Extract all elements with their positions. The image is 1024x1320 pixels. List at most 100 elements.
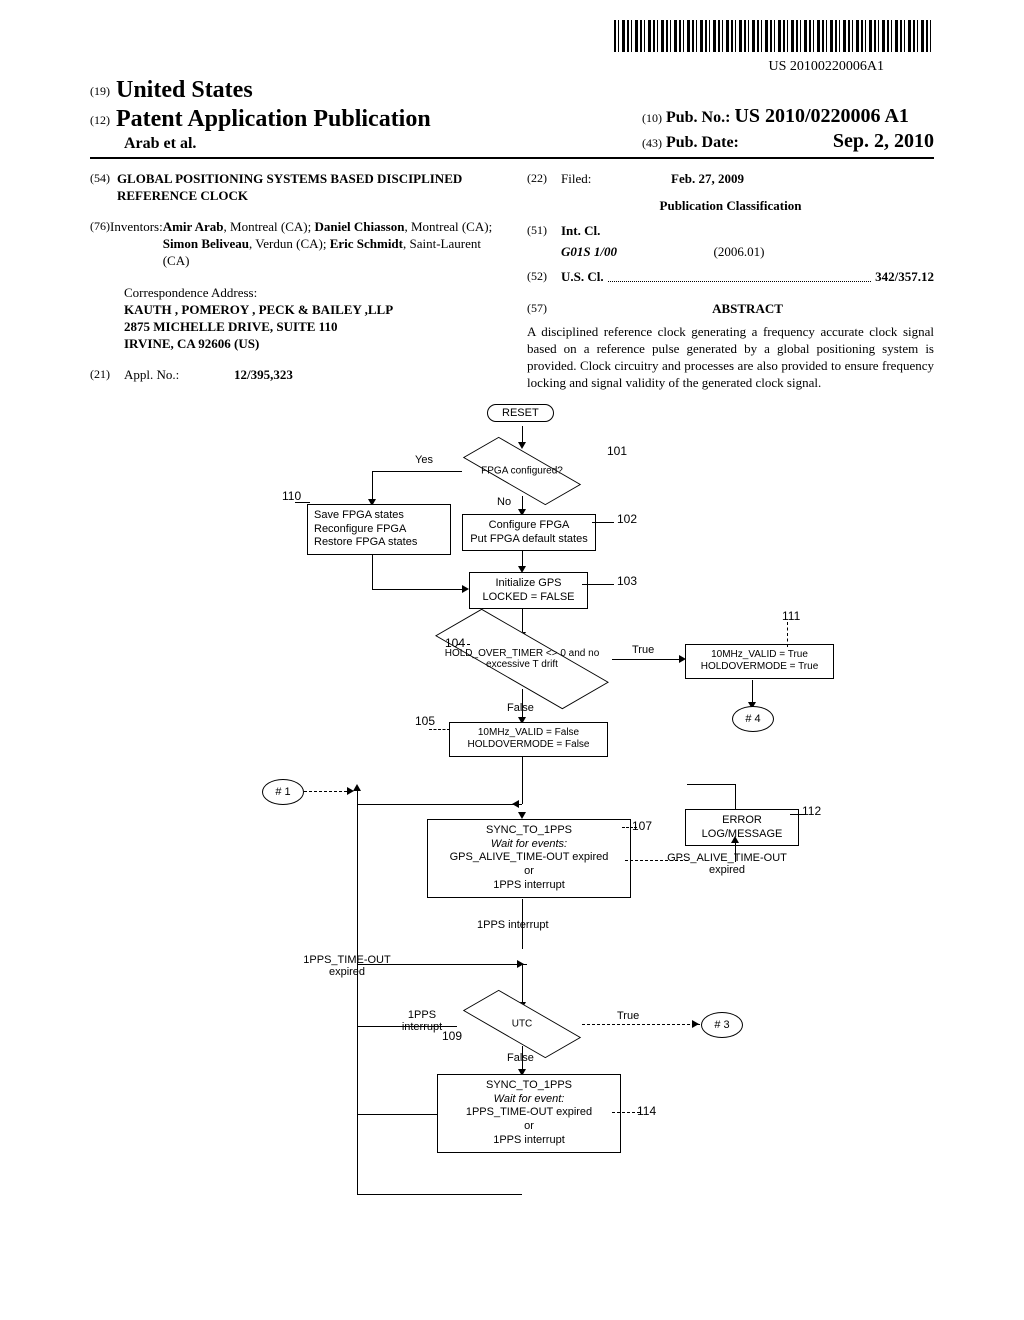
code-19: (19) xyxy=(90,84,110,98)
ref-102: 102 xyxy=(617,512,637,526)
pubdate-line: (43) Pub. Date: Sep. 2, 2010 xyxy=(642,130,934,153)
edge xyxy=(372,471,373,501)
node-114-l2: Wait for event: xyxy=(444,1093,614,1107)
node-107-l3: GPS_ALIVE_TIME-OUT expired xyxy=(434,851,624,865)
node-102-l2: Put FPGA default states xyxy=(469,533,589,547)
connector-4: # 4 xyxy=(732,706,774,732)
code-10: (10) xyxy=(642,111,662,125)
edge xyxy=(790,814,805,815)
edge xyxy=(752,680,753,704)
applno-field: (21) Appl. No.: 12/395,323 xyxy=(90,367,497,384)
node-114: SYNC_TO_1PPS Wait for event: 1PPS_TIME-O… xyxy=(437,1074,621,1153)
label-no: No xyxy=(497,496,511,508)
edge xyxy=(787,622,788,647)
node-105: 10MHz_VALID = False HOLDOVERMODE = False xyxy=(449,722,608,757)
right-column: (22) Filed: Feb. 27, 2009 Publication Cl… xyxy=(527,171,934,394)
left-column: (54) GLOBAL POSITIONING SYSTEMS BASED DI… xyxy=(90,171,497,394)
node-114-l3: 1PPS_TIME-OUT expired xyxy=(444,1106,614,1120)
node-102: Configure FPGA Put FPGA default states xyxy=(462,514,596,552)
code-51: (51) xyxy=(527,223,561,240)
label-yes: Yes xyxy=(415,454,433,466)
inventors-list: Amir Arab, Montreal (CA); Daniel Chiasso… xyxy=(163,219,497,270)
doc-type: Patent Application Publication xyxy=(116,106,431,132)
edge xyxy=(612,1112,640,1113)
node-107-l5: 1PPS interrupt xyxy=(434,879,624,893)
correspondence-address: Correspondence Address: KAUTH , POMEROY … xyxy=(124,285,497,353)
node-114-l4: or xyxy=(444,1120,614,1134)
edge xyxy=(522,964,523,1004)
author-line: Arab et al. xyxy=(124,135,642,153)
label-1pps-timeout: 1PPS_TIME-OUT expired xyxy=(292,954,402,978)
node-fpga-configured: FPGA configured? xyxy=(457,446,587,496)
node-112-l2: LOG/MESSAGE xyxy=(692,828,792,842)
bibliographic-columns: (54) GLOBAL POSITIONING SYSTEMS BASED DI… xyxy=(90,171,934,394)
edge xyxy=(735,784,736,809)
edge xyxy=(735,842,736,862)
intcl-label: Int. Cl. xyxy=(561,223,600,240)
code-57: (57) xyxy=(527,301,561,318)
uscl-dots xyxy=(608,269,872,283)
edge xyxy=(372,589,467,590)
ref-107: 107 xyxy=(632,819,652,833)
node-112: ERROR LOG/MESSAGE xyxy=(685,809,799,847)
arrow-icon xyxy=(731,836,739,843)
node-fpga-configured-label: FPGA configured? xyxy=(457,465,587,476)
header-left: (19) United States (12) Patent Applicati… xyxy=(90,77,642,153)
pubdate-label: Pub. Date: xyxy=(666,134,739,151)
code-43: (43) xyxy=(642,136,662,150)
corr-addr1: 2875 MICHELLE DRIVE, SUITE 110 xyxy=(124,319,497,336)
intcl-values: G01S 1/00 (2006.01) xyxy=(561,244,934,261)
node-110-l3: Restore FPGA states xyxy=(314,536,444,550)
uscl-field: (52) U.S. Cl. 342/357.12 xyxy=(527,269,934,286)
pubno-label: Pub. No.: xyxy=(666,109,730,126)
edge xyxy=(622,827,637,828)
barcode-graphic xyxy=(614,20,934,52)
label-true-104: True xyxy=(632,644,654,656)
edge xyxy=(295,502,310,503)
pubno-line: (10) Pub. No.: US 2010/0220006 A1 xyxy=(642,105,934,128)
node-107-l2: Wait for events: xyxy=(434,838,624,852)
abstract-text: A disciplined reference clock generating… xyxy=(527,324,934,392)
intcl-field: (51) Int. Cl. xyxy=(527,223,934,240)
edge xyxy=(582,1024,700,1025)
ref-103: 103 xyxy=(617,574,637,588)
code-52: (52) xyxy=(527,269,561,286)
node-102-l1: Configure FPGA xyxy=(469,519,589,533)
code-22: (22) xyxy=(527,171,561,188)
invention-title: GLOBAL POSITIONING SYSTEMS BASED DISCIPL… xyxy=(117,171,497,205)
arrow-icon xyxy=(692,1020,699,1028)
node-107-l1: SYNC_TO_1PPS xyxy=(434,824,624,838)
node-111-l1: 10MHz_VALID = True xyxy=(692,649,827,662)
node-104-label: HOLD_OVER_TIMER <> 0 and no excessive T … xyxy=(422,648,622,670)
edge xyxy=(357,1114,358,1194)
edge xyxy=(522,756,523,804)
label-event-gps-alive: GPS_ALIVE_TIME-OUT expired xyxy=(657,852,797,876)
ref-111: 111 xyxy=(782,609,800,623)
node-103: Initialize GPS LOCKED = FALSE xyxy=(469,572,588,610)
label-false-104: False xyxy=(507,702,534,714)
corr-name: KAUTH , POMEROY , PECK & BAILEY ,LLP xyxy=(124,302,497,319)
node-114-l5: 1PPS interrupt xyxy=(444,1134,614,1148)
edge xyxy=(357,1026,457,1027)
node-reset: RESET xyxy=(487,404,554,422)
inventors-field: (76) Inventors: Amir Arab, Montreal (CA)… xyxy=(90,219,497,270)
code-54: (54) xyxy=(90,171,117,205)
code-76: (76) xyxy=(90,219,110,270)
edge xyxy=(612,659,682,660)
arrow-icon xyxy=(518,812,526,819)
corr-addr2: IRVINE, CA 92606 (US) xyxy=(124,336,497,353)
edge xyxy=(687,784,735,785)
pubclass-heading: Publication Classification xyxy=(527,198,934,215)
edge xyxy=(357,1194,522,1195)
node-111: 10MHz_VALID = True HOLDOVERMODE = True xyxy=(685,644,834,679)
node-110-l2: Reconfigure FPGA xyxy=(314,523,444,537)
doctype-line: (12) Patent Application Publication xyxy=(90,106,642,133)
connector-3: # 3 xyxy=(701,1012,743,1038)
label-true-109: True xyxy=(617,1010,639,1022)
code-21: (21) xyxy=(90,367,124,384)
node-110-l1: Save FPGA states xyxy=(314,509,444,523)
patent-page: US 20100220006A1 (19) United States (12)… xyxy=(0,0,1024,1294)
pubdate-value: Sep. 2, 2010 xyxy=(833,130,934,152)
country-line: (19) United States xyxy=(90,77,642,104)
node-109: UTC xyxy=(457,1002,587,1046)
